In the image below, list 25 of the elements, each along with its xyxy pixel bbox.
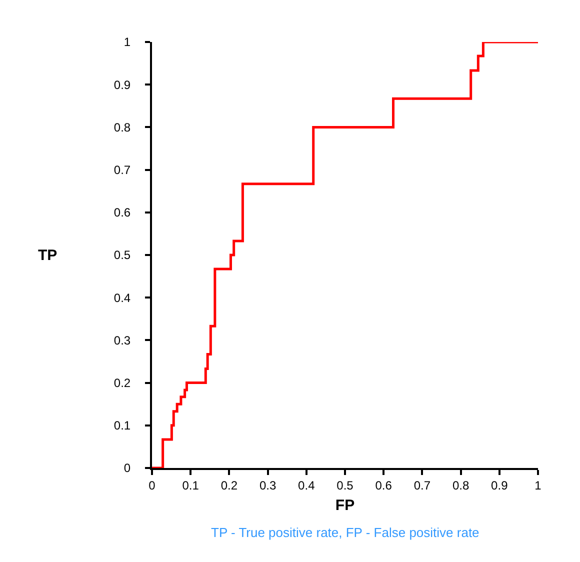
x-tick-label: 0.1 [182, 478, 200, 492]
y-tick-label: 0.5 [114, 248, 131, 262]
y-tick-label: 0.7 [114, 163, 131, 177]
x-tick-label: 0.8 [452, 478, 470, 492]
x-tick-label: 0.2 [220, 478, 238, 492]
x-tick-label: 0.9 [491, 478, 508, 492]
y-tick-label: 0.2 [114, 376, 131, 390]
y-tick-label: 0.3 [114, 333, 131, 348]
y-tick-label: 0.4 [114, 290, 131, 305]
x-tick-label: 0.7 [414, 478, 431, 492]
y-tick-label: 0 [124, 461, 131, 476]
x-tick-label: 0.3 [259, 478, 276, 492]
y-tick-label: 0.9 [114, 78, 131, 92]
text: TP - True positive rate, FP - False positive rate [211, 525, 480, 540]
x-tick-label: 0.6 [375, 478, 392, 492]
x-tick-label: 0.5 [336, 478, 354, 492]
x-tick-label: 0.4 [298, 478, 316, 492]
y-tick-label: 0.6 [114, 206, 131, 220]
y-tick-label: 1 [124, 35, 131, 50]
y-axis-title: TP [38, 247, 58, 264]
y-tick-label: 0.1 [114, 418, 131, 433]
x-tick-label: 0 [148, 478, 156, 492]
x-tick-label: 1 [534, 478, 542, 492]
y-tick-label: 0.8 [114, 120, 131, 134]
x-axis-title: FP [335, 496, 355, 514]
